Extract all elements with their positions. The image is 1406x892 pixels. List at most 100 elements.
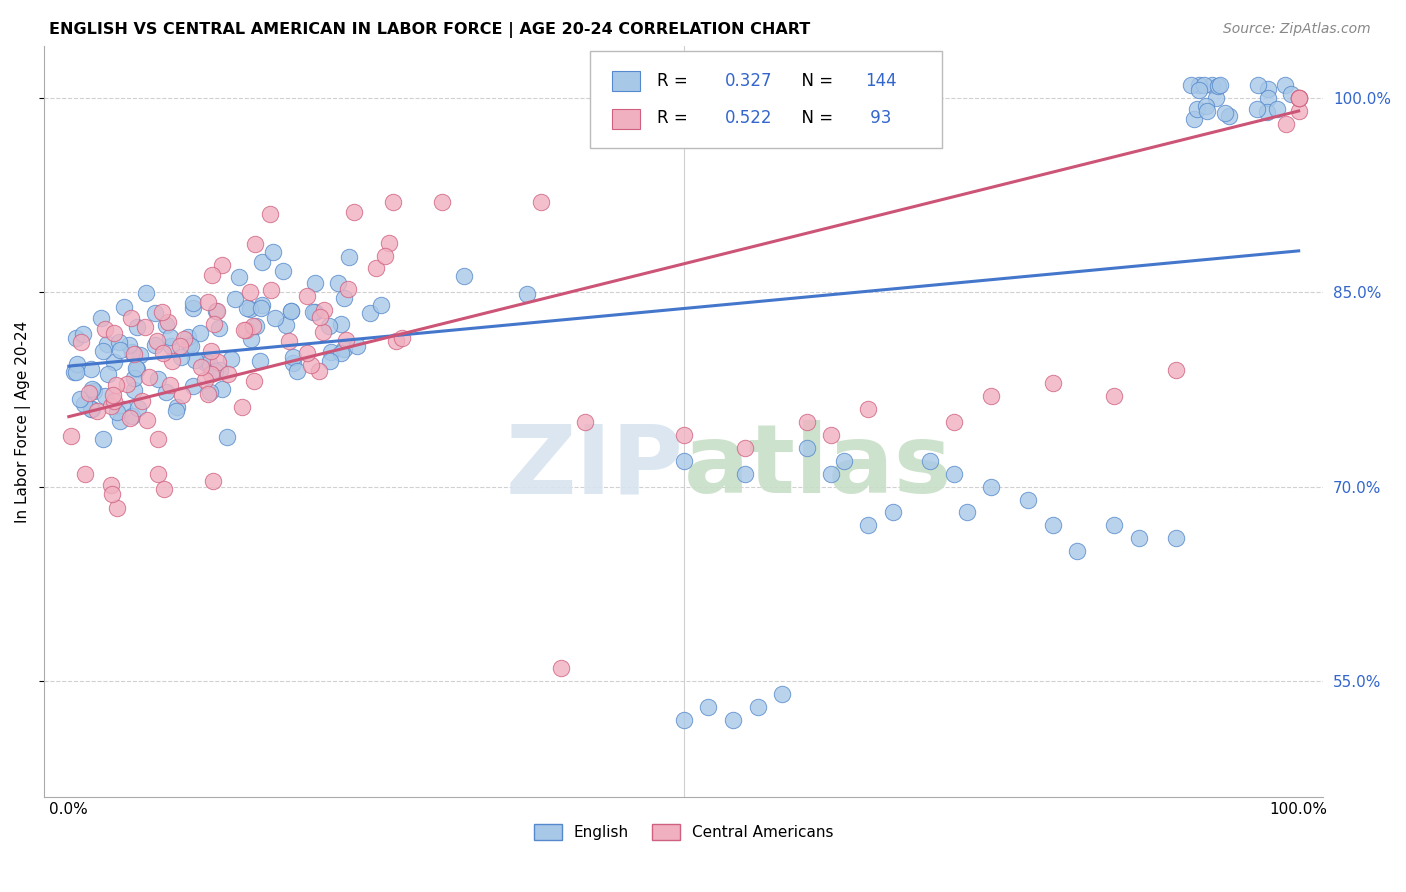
- Point: [82, 401, 104, 416]
- Text: 93: 93: [865, 109, 891, 128]
- Point: [319, 354, 342, 368]
- Point: [1201, 78, 1223, 92]
- Point: [697, 699, 720, 714]
- Point: [1288, 91, 1310, 105]
- Point: [285, 364, 308, 378]
- Point: [796, 415, 818, 429]
- Point: [280, 304, 302, 318]
- Point: [318, 319, 340, 334]
- Point: [326, 277, 349, 291]
- Point: [211, 382, 233, 396]
- Point: [205, 304, 228, 318]
- Text: Source: ZipAtlas.com: Source: ZipAtlas.com: [1223, 22, 1371, 37]
- Point: [304, 277, 326, 291]
- Point: [72, 326, 94, 341]
- Point: [1279, 87, 1302, 102]
- Text: atlas: atlas: [683, 420, 952, 514]
- Point: [308, 364, 330, 378]
- Point: [146, 432, 169, 446]
- Point: [70, 335, 93, 350]
- Point: [112, 300, 135, 314]
- Point: [672, 713, 695, 727]
- Point: [943, 467, 966, 481]
- Point: [1042, 376, 1064, 390]
- Point: [135, 285, 157, 300]
- Point: [359, 305, 381, 319]
- Point: [79, 361, 101, 376]
- Point: [152, 346, 174, 360]
- Point: [283, 351, 305, 365]
- Point: [337, 251, 360, 265]
- Point: [204, 364, 226, 378]
- Point: [122, 370, 145, 384]
- Point: [197, 295, 219, 310]
- Point: [1288, 103, 1310, 118]
- Point: [69, 392, 91, 407]
- Point: [120, 310, 142, 325]
- Point: [166, 400, 188, 414]
- Point: [100, 399, 122, 413]
- Point: [121, 344, 143, 359]
- Text: N =: N =: [792, 109, 838, 128]
- Point: [250, 301, 273, 316]
- Point: [1102, 518, 1125, 533]
- Point: [60, 429, 83, 443]
- Point: [232, 323, 254, 337]
- Point: [1247, 78, 1270, 92]
- Point: [124, 383, 146, 397]
- Point: [516, 287, 538, 301]
- Point: [304, 305, 326, 319]
- Point: [143, 338, 166, 352]
- Point: [378, 236, 401, 251]
- Point: [283, 356, 305, 370]
- Point: [259, 206, 281, 220]
- Point: [858, 401, 880, 416]
- Point: [217, 367, 239, 381]
- Point: [1206, 78, 1229, 93]
- Point: [1195, 103, 1218, 118]
- Point: [86, 404, 108, 418]
- Point: [672, 427, 695, 442]
- Point: [73, 397, 96, 411]
- Point: [208, 321, 231, 335]
- Point: [115, 377, 138, 392]
- Point: [262, 244, 284, 259]
- Point: [1188, 78, 1211, 92]
- Point: [278, 334, 301, 349]
- Point: [274, 318, 297, 332]
- Point: [245, 237, 267, 252]
- Point: [364, 260, 387, 275]
- Point: [299, 358, 322, 372]
- Point: [159, 378, 181, 392]
- Point: [127, 401, 149, 415]
- Text: 0.327: 0.327: [724, 72, 772, 90]
- Point: [672, 453, 695, 467]
- Point: [1209, 78, 1232, 92]
- FancyBboxPatch shape: [591, 52, 942, 148]
- Point: [183, 296, 205, 310]
- Point: [197, 387, 219, 401]
- Point: [103, 326, 125, 340]
- Point: [319, 345, 342, 359]
- Point: [94, 389, 117, 403]
- Point: [820, 467, 842, 481]
- Point: [1213, 106, 1236, 120]
- Point: [112, 401, 135, 416]
- Point: [333, 291, 356, 305]
- Point: [103, 394, 125, 409]
- Point: [128, 348, 150, 362]
- Point: [1274, 78, 1296, 92]
- Point: [198, 356, 221, 370]
- Point: [1066, 544, 1088, 558]
- Point: [249, 354, 271, 368]
- Point: [194, 356, 217, 370]
- Point: [882, 506, 904, 520]
- Point: [165, 404, 187, 418]
- Text: R =: R =: [657, 109, 693, 128]
- Text: ENGLISH VS CENTRAL AMERICAN IN LABOR FORCE | AGE 20-24 CORRELATION CHART: ENGLISH VS CENTRAL AMERICAN IN LABOR FOR…: [49, 22, 810, 38]
- Point: [100, 478, 122, 492]
- Point: [159, 330, 181, 344]
- Point: [118, 338, 141, 352]
- Point: [980, 480, 1002, 494]
- Point: [918, 453, 941, 467]
